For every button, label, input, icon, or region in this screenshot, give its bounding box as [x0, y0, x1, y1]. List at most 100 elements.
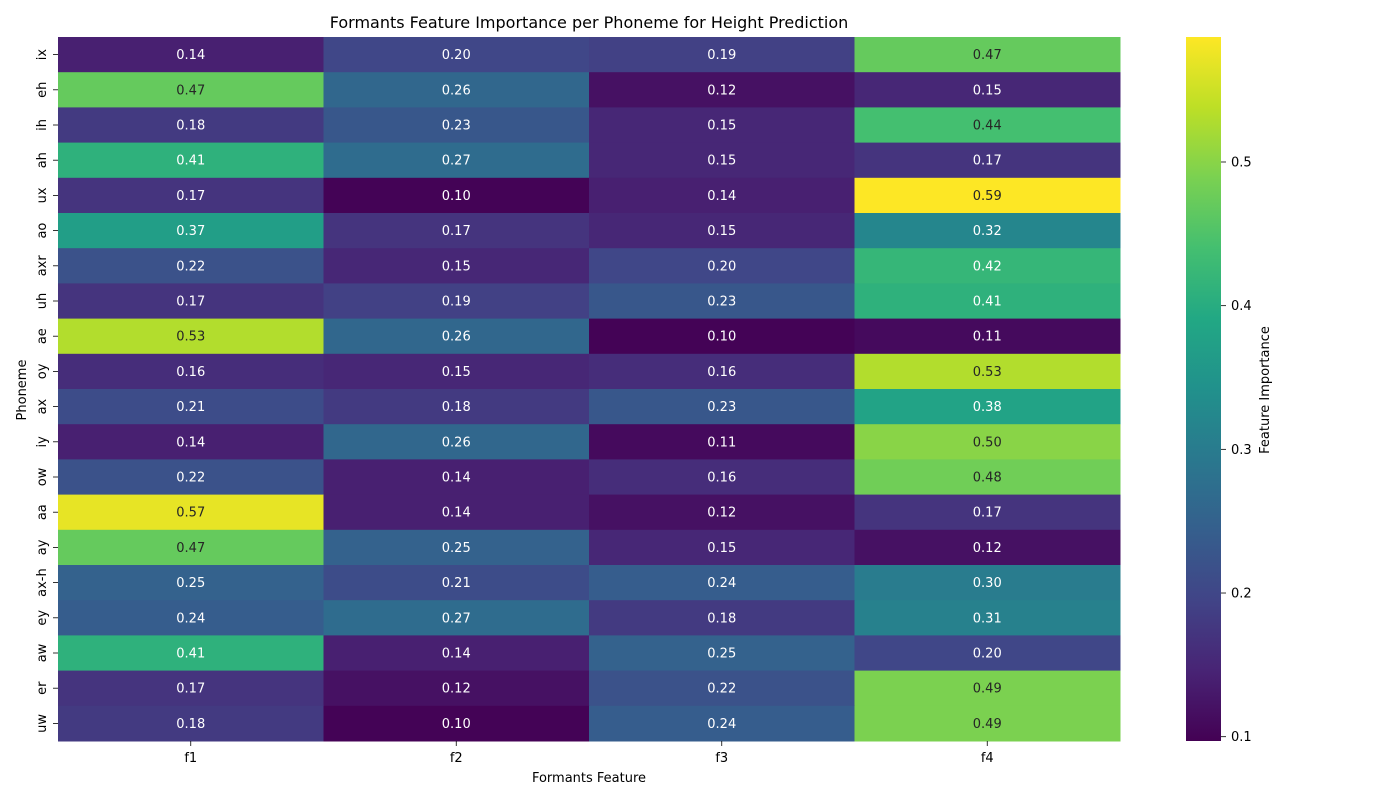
- heatmap-cell: [854, 37, 1121, 73]
- heatmap-cell: [58, 424, 324, 460]
- y-tick-label: uh: [35, 293, 50, 309]
- heatmap-cell: [854, 565, 1121, 601]
- heatmap-cell: [854, 142, 1121, 179]
- x-tick-label: f3: [715, 751, 728, 766]
- cell-value-label: 0.26: [442, 330, 471, 345]
- heatmap-cell: [589, 705, 855, 742]
- cell-value-label: 0.20: [973, 647, 1002, 662]
- colorbar: [1186, 37, 1221, 741]
- cell-value-label: 0.15: [973, 83, 1002, 98]
- colorbar-tick-label: 0.2: [1231, 587, 1252, 602]
- heatmap-cell: [323, 353, 590, 390]
- heatmap-cells: 0.14 0.20 0.19 0.47 0.47 0.26 0.12 0.15 0.18 0.23…: [58, 37, 1121, 742]
- cell-value-label: 0.49: [973, 717, 1002, 732]
- heatmap-cell: [58, 494, 324, 531]
- heatmap-cell: [323, 107, 590, 144]
- heatmap-cell: [58, 72, 324, 108]
- heatmap-cell: [854, 72, 1121, 108]
- cell-value-label: 0.38: [973, 400, 1002, 415]
- x-axis-title: Formants Feature: [532, 771, 646, 786]
- cell-value-label: 0.10: [707, 330, 736, 345]
- cell-value-label: 0.15: [442, 259, 471, 274]
- chart-title: Formants Feature Importance per Phoneme …: [330, 13, 849, 32]
- heatmap-cell: [854, 107, 1121, 144]
- cell-value-label: 0.15: [442, 365, 471, 380]
- heatmap-cell: [323, 248, 590, 284]
- cell-value-label: 0.22: [707, 682, 736, 697]
- y-tick-label: ao: [35, 223, 50, 239]
- cell-value-label: 0.20: [707, 259, 736, 274]
- cell-value-label: 0.41: [973, 295, 1002, 310]
- cell-value-label: 0.50: [973, 435, 1002, 450]
- heatmap-cell: [854, 213, 1121, 249]
- heatmap-cell: [854, 318, 1121, 355]
- cell-value-label: 0.23: [707, 295, 736, 310]
- cell-value-label: 0.15: [707, 154, 736, 169]
- cell-value-label: 0.18: [176, 119, 205, 134]
- colorbar-title: Feature Importance: [1258, 326, 1273, 454]
- heatmap-cell: [323, 705, 590, 742]
- heatmap-cell: [589, 353, 855, 390]
- cell-value-label: 0.57: [176, 506, 205, 521]
- y-axis-title: Phoneme: [15, 360, 30, 421]
- heatmap-cell: [854, 389, 1121, 425]
- heatmap-cell: [323, 424, 590, 460]
- cell-value-label: 0.53: [973, 365, 1002, 380]
- cell-value-label: 0.10: [442, 189, 471, 204]
- y-tick-label: eh: [35, 82, 50, 98]
- heatmap-cell: [58, 705, 324, 742]
- heatmap-cell: [58, 670, 324, 707]
- cell-value-label: 0.32: [973, 224, 1002, 239]
- cell-value-label: 0.14: [442, 506, 471, 521]
- heatmap-cell: [58, 389, 324, 425]
- heatmap-cell: [58, 565, 324, 601]
- y-tick-label: ix: [35, 49, 50, 61]
- heatmap-cell: [854, 424, 1121, 460]
- heatmap-cell: [854, 283, 1121, 320]
- heatmap-cell: [58, 283, 324, 320]
- cell-value-label: 0.17: [973, 154, 1002, 169]
- colorbar-tick-label: 0.5: [1231, 155, 1252, 170]
- heatmap-cell: [589, 635, 855, 672]
- cell-value-label: 0.48: [973, 471, 1002, 486]
- heatmap-cell: [58, 459, 324, 496]
- heatmap-cell: [589, 459, 855, 496]
- y-tick-label: uw: [35, 714, 50, 733]
- heatmap-cell: [854, 494, 1121, 531]
- heatmap-cell: [589, 389, 855, 425]
- heatmap-cell: [58, 600, 324, 636]
- cell-value-label: 0.12: [707, 83, 736, 98]
- cell-value-label: 0.26: [442, 435, 471, 450]
- cell-value-label: 0.21: [176, 400, 205, 415]
- cell-value-label: 0.25: [176, 576, 205, 591]
- heatmap-cell: [589, 37, 855, 73]
- heatmap-cell: [589, 72, 855, 108]
- x-tick-label: f4: [981, 751, 994, 766]
- cell-value-label: 0.37: [176, 224, 205, 239]
- cell-value-label: 0.18: [442, 400, 471, 415]
- cell-value-label: 0.16: [707, 365, 736, 380]
- heatmap-cell: [58, 142, 324, 179]
- heatmap-cell: [58, 529, 324, 566]
- y-tick-label: aa: [35, 504, 50, 520]
- cell-value-label: 0.17: [442, 224, 471, 239]
- cell-value-label: 0.19: [442, 295, 471, 310]
- cell-value-label: 0.12: [707, 506, 736, 521]
- cell-value-label: 0.42: [973, 259, 1002, 274]
- y-tick-label: ah: [35, 152, 50, 168]
- cell-value-label: 0.14: [707, 189, 736, 204]
- y-tick-label: axr: [35, 255, 50, 277]
- cell-value-label: 0.15: [707, 541, 736, 556]
- heatmap-cell: [589, 600, 855, 636]
- heatmap-cell: [589, 424, 855, 460]
- heatmap-cell: [589, 494, 855, 531]
- y-tick-label: ae: [35, 328, 50, 344]
- cell-value-label: 0.14: [442, 647, 471, 662]
- cell-value-label: 0.27: [442, 611, 471, 626]
- cell-value-label: 0.14: [176, 435, 205, 450]
- cell-value-label: 0.19: [707, 48, 736, 63]
- heatmap-cell: [323, 529, 590, 566]
- cell-value-label: 0.30: [973, 576, 1002, 591]
- cell-value-label: 0.20: [442, 48, 471, 63]
